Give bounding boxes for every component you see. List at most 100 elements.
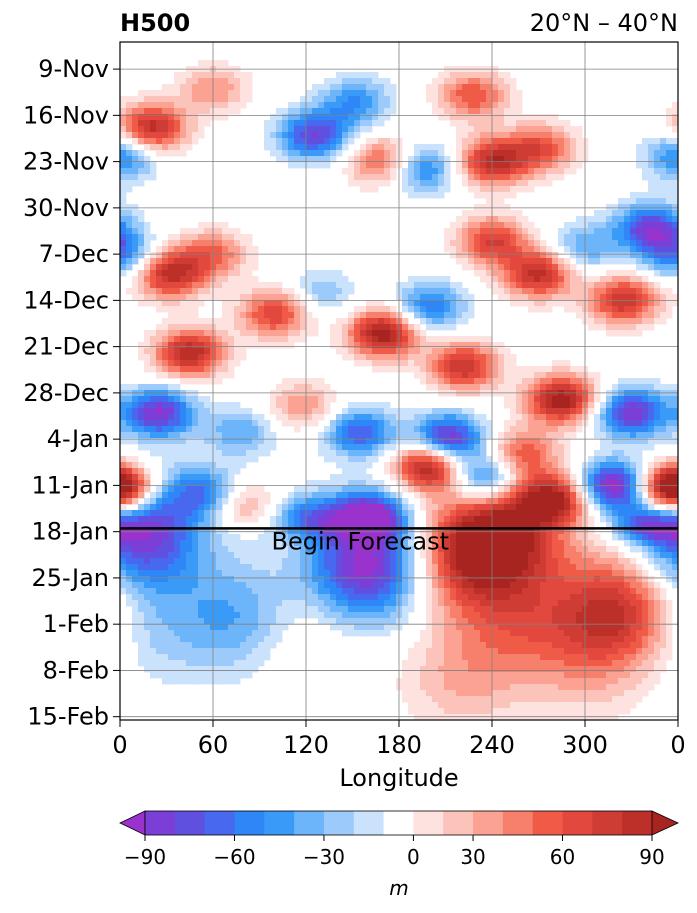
field-cell: [258, 300, 265, 307]
field-cell: [138, 282, 145, 289]
field-cell: [192, 516, 199, 523]
field-cell: [456, 78, 463, 85]
field-cell: [642, 534, 649, 541]
field-cell: [666, 252, 673, 259]
field-cell: [198, 126, 205, 133]
field-cell: [420, 276, 427, 283]
field-cell: [204, 516, 211, 523]
field-cell: [192, 534, 199, 541]
field-cell: [444, 432, 451, 439]
field-cell: [120, 168, 127, 175]
field-cell: [270, 330, 277, 337]
field-cell: [522, 396, 529, 403]
field-cell: [528, 450, 535, 457]
field-cell: [180, 522, 187, 529]
field-cell: [378, 528, 385, 535]
field-cell: [552, 264, 559, 271]
field-cell: [378, 360, 385, 367]
field-cell: [234, 348, 241, 355]
field-cell: [600, 504, 607, 511]
field-cell: [552, 396, 559, 403]
field-cell: [408, 540, 415, 547]
field-cell: [162, 474, 169, 481]
field-cell: [534, 174, 541, 181]
field-cell: [366, 444, 373, 451]
field-cell: [390, 408, 397, 415]
field-cell: [450, 414, 457, 421]
field-cell: [486, 276, 493, 283]
field-cell: [306, 318, 313, 325]
field-cell: [480, 84, 487, 91]
field-cell: [384, 414, 391, 421]
field-cell: [198, 132, 205, 139]
field-cell: [558, 510, 565, 517]
field-cell: [312, 486, 319, 493]
field-cell: [630, 504, 637, 511]
field-cell: [528, 234, 535, 241]
field-cell: [528, 480, 535, 487]
field-cell: [120, 222, 127, 229]
field-cell: [630, 276, 637, 283]
field-cell: [558, 480, 565, 487]
field-cell: [594, 276, 601, 283]
field-cell: [384, 330, 391, 337]
field-cell: [120, 240, 127, 247]
field-cell: [612, 240, 619, 247]
field-cell: [642, 426, 649, 433]
field-cell: [642, 480, 649, 487]
field-cell: [228, 108, 235, 115]
field-cell: [528, 174, 535, 181]
field-cell: [240, 288, 247, 295]
field-cell: [264, 498, 271, 505]
field-cell: [486, 96, 493, 103]
field-cell: [294, 102, 301, 109]
field-cell: [564, 498, 571, 505]
field-cell: [288, 300, 295, 307]
field-cell: [288, 288, 295, 295]
field-cell: [570, 168, 577, 175]
field-cell: [222, 546, 229, 553]
field-cell: [246, 78, 253, 85]
field-cell: [432, 282, 439, 289]
field-cell: [480, 144, 487, 151]
field-cell: [270, 408, 277, 415]
field-cell: [444, 474, 451, 481]
field-cell: [672, 456, 678, 463]
field-cell: [648, 438, 655, 445]
field-cell: [420, 426, 427, 433]
field-cell: [294, 306, 301, 313]
field-cell: [168, 312, 175, 319]
field-cell: [474, 270, 481, 277]
field-cell: [426, 432, 433, 439]
field-cell: [276, 300, 283, 307]
field-cell: [534, 504, 541, 511]
field-cell: [186, 456, 193, 463]
field-cell: [600, 552, 607, 559]
field-cell: [246, 270, 253, 277]
field-cell: [516, 480, 523, 487]
field-cell: [414, 294, 421, 301]
field-cell: [258, 504, 265, 511]
field-cell: [252, 264, 259, 271]
field-cell: [420, 318, 427, 325]
field-cell: [186, 348, 193, 355]
field-cell: [630, 312, 637, 319]
field-cell: [552, 156, 559, 163]
field-cell: [462, 168, 469, 175]
field-cell: [162, 450, 169, 457]
field-cell: [420, 456, 427, 463]
field-cell: [264, 540, 271, 547]
field-cell: [624, 324, 631, 331]
field-cell: [432, 456, 439, 463]
field-cell: [456, 540, 463, 547]
field-cell: [522, 540, 529, 547]
field-cell: [312, 384, 319, 391]
field-cell: [378, 156, 385, 163]
field-cell: [570, 126, 577, 133]
field-cell: [174, 120, 181, 127]
field-cell: [354, 162, 361, 169]
field-cell: [390, 492, 397, 499]
field-cell: [192, 492, 199, 499]
field-cell: [588, 306, 595, 313]
field-cell: [570, 372, 577, 379]
